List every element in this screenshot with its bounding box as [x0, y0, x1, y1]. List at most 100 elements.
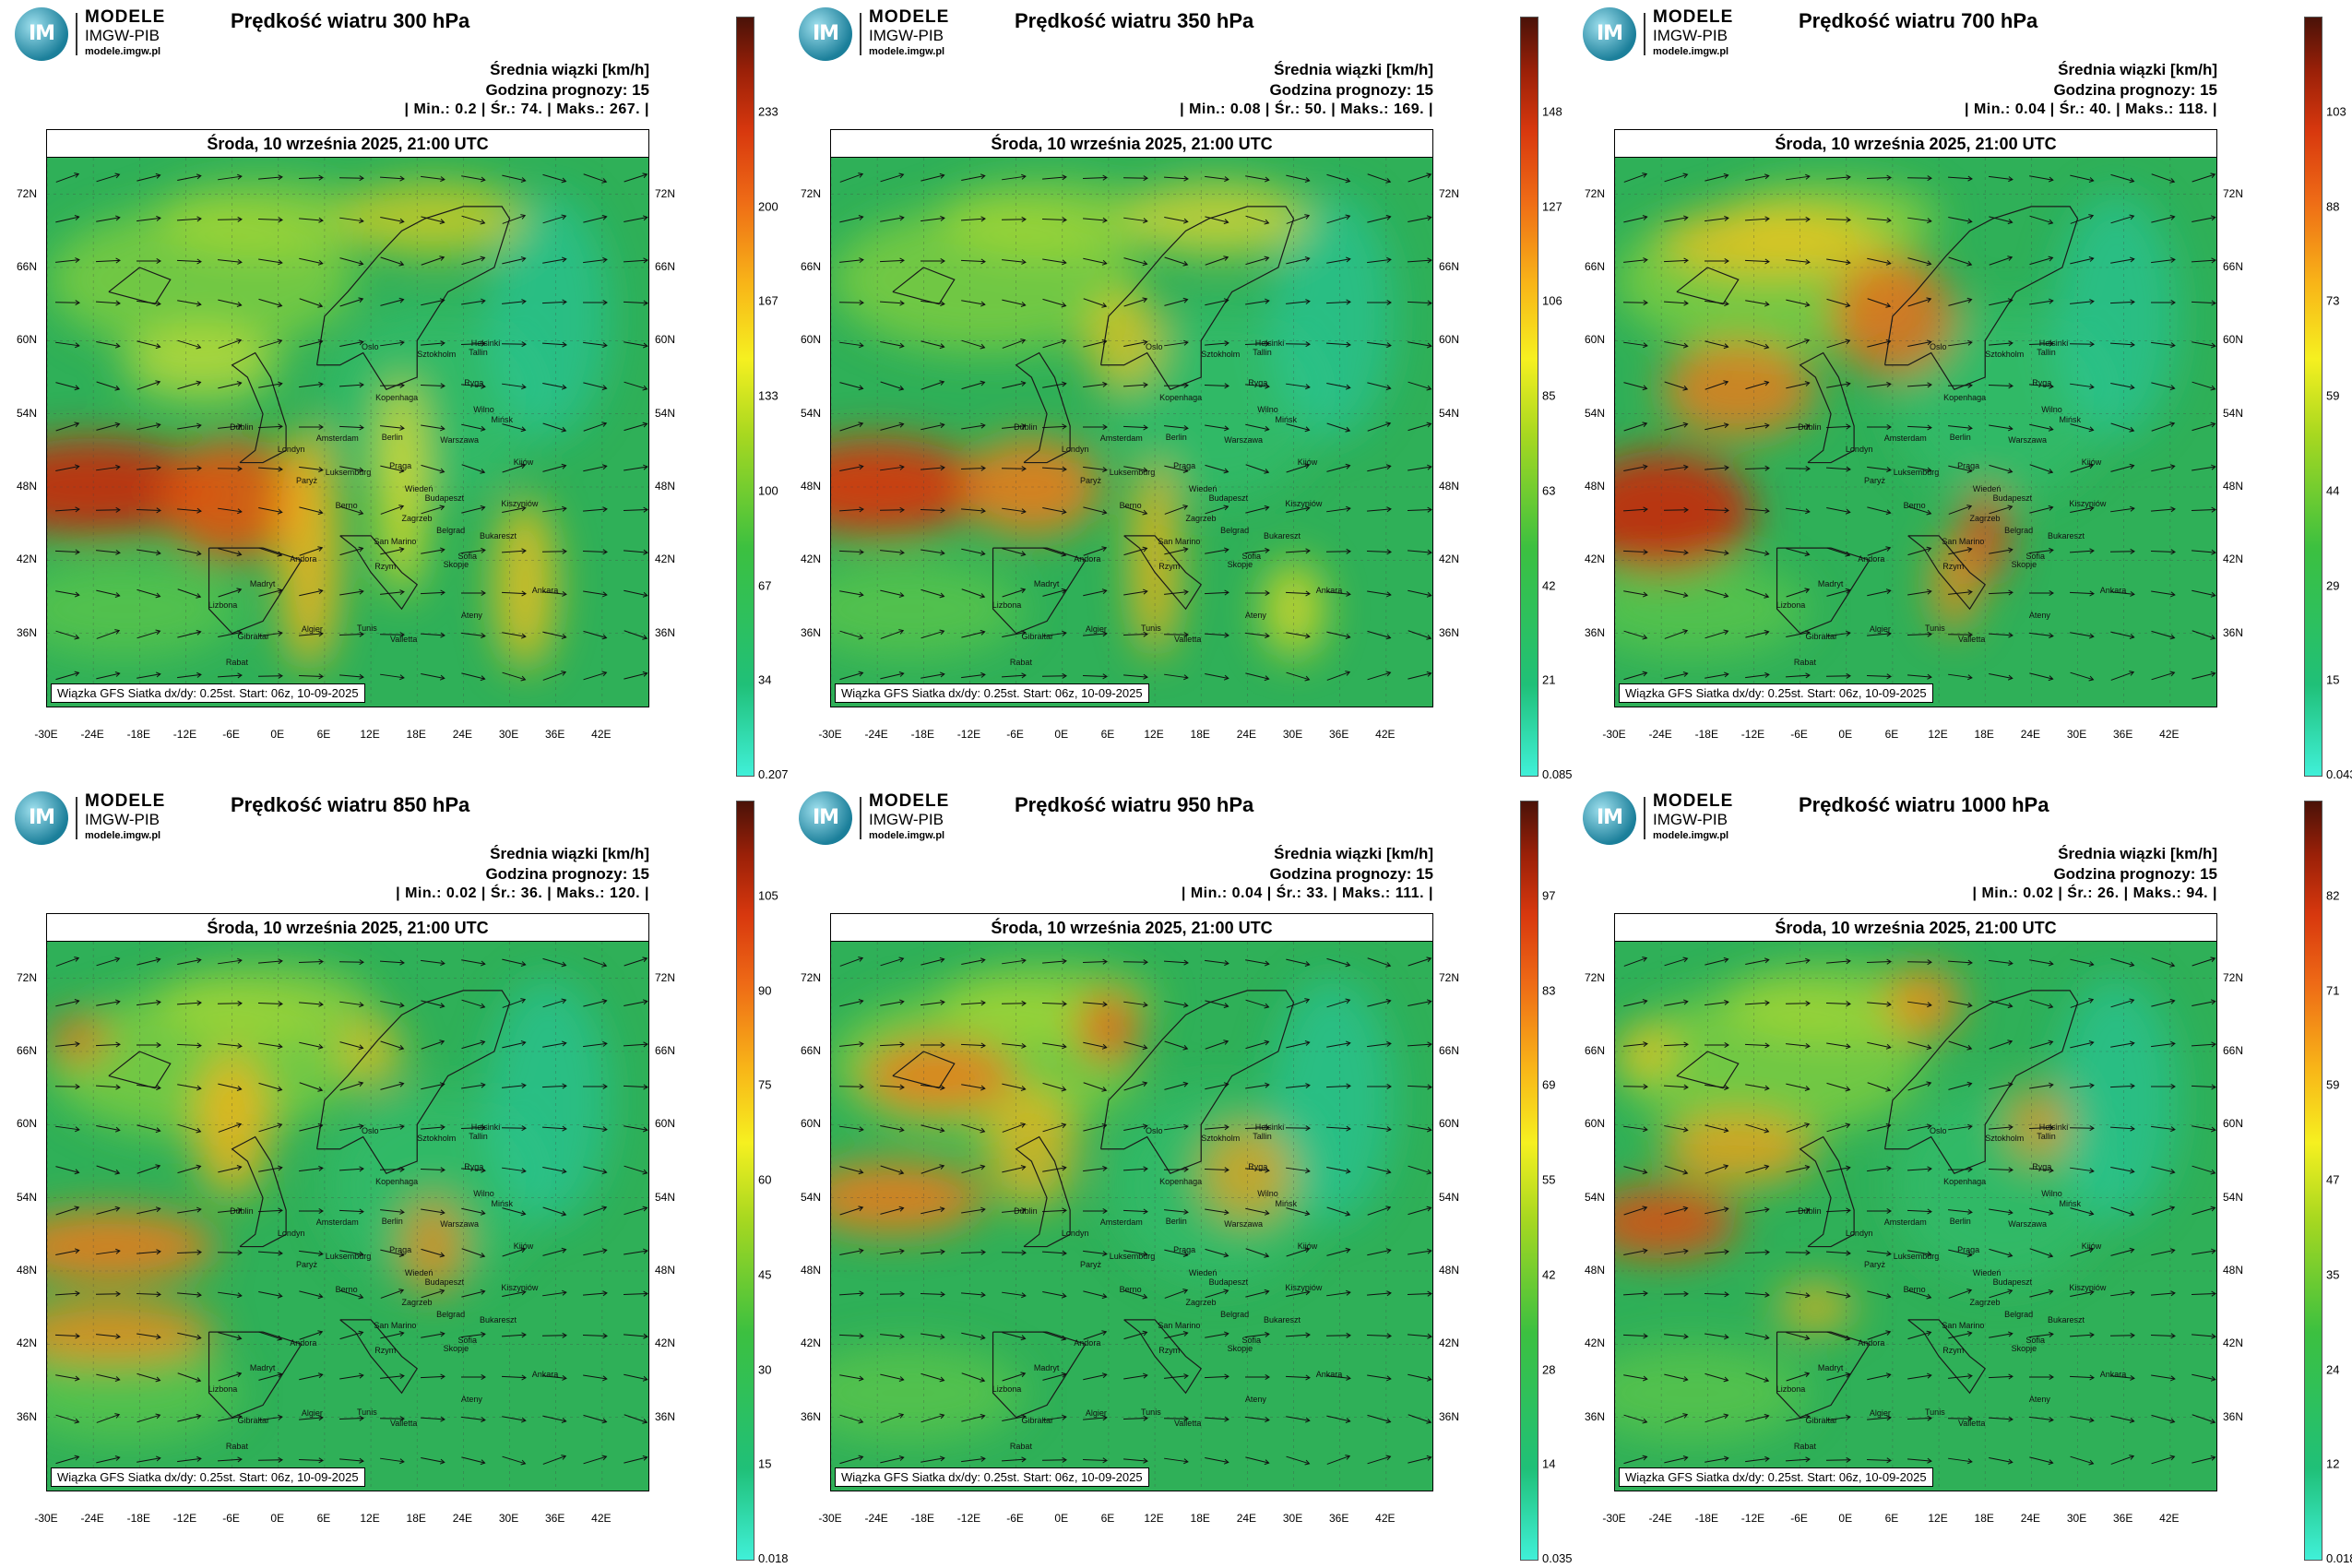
city-label: Belgrad [2004, 526, 2034, 536]
colorbar-tick: 12 [2326, 1456, 2340, 1471]
city-label: Andora [290, 553, 317, 564]
wind-arrow-head [1926, 339, 1932, 346]
wind-arrow-head [1643, 257, 1648, 264]
wind-arrow-head [1805, 1042, 1811, 1049]
lon-label: 6E [316, 1512, 331, 1525]
wind-arrow-head [1224, 1416, 1229, 1422]
wind-arrow-head [2170, 299, 2176, 306]
lon-label: 42E [1375, 1512, 1396, 1525]
city-label: Praga [389, 461, 412, 471]
city-label: Sofia [1241, 1336, 1262, 1346]
wind-arrow-head [601, 214, 608, 220]
wind-arrow [1988, 591, 2013, 595]
wind-arrow-head [1183, 382, 1189, 388]
wind-arrow [461, 384, 485, 387]
wind-arrow [880, 550, 904, 553]
wind-arrow-head [359, 1208, 364, 1215]
wind-arrow-head [1426, 1126, 1432, 1133]
wind-arrow-head [1386, 1375, 1392, 1382]
coastline [1776, 1331, 1871, 1419]
wind-arrow-head [1805, 1456, 1811, 1463]
lat-label-left: 66N [1585, 1044, 1606, 1057]
wind-arrow [1367, 630, 1391, 639]
lon-label: 0E [1838, 728, 1853, 741]
wind-arrow-head [643, 1084, 648, 1090]
wind-arrow-head [1886, 467, 1892, 473]
wind-arrow [1326, 215, 1350, 224]
wind-arrow-head [858, 1418, 864, 1424]
city-label: Belgrad [436, 1310, 466, 1320]
wind-arrow [583, 1249, 607, 1256]
wind-arrow [1205, 549, 1229, 554]
wind-arrow-head [642, 1375, 648, 1382]
logo-url: modele.imgw.pl [85, 830, 161, 841]
wind-arrow-head [74, 1206, 80, 1212]
wind-arrow-head [74, 671, 80, 677]
wind-arrow [1907, 505, 1931, 515]
lat-label-left: 60N [801, 333, 822, 347]
wind-arrow [461, 300, 485, 305]
wind-arrow-head [2169, 385, 2176, 391]
city-label: Luksemburg [1893, 467, 1940, 477]
colorbar-tick: 60 [758, 1172, 772, 1187]
panel-title: Prędkość wiatru 1000 hPa [1799, 793, 2049, 816]
wind-arrow-head [1682, 671, 1689, 677]
wind-arrow [339, 1418, 364, 1420]
wind-arrow-head [520, 1289, 527, 1296]
wind-arrow [961, 339, 985, 349]
wind-arrow-head [318, 423, 324, 431]
wind-arrow [177, 424, 201, 430]
coastline [992, 1331, 1087, 1419]
wind-arrow [380, 341, 404, 347]
wind-arrow-head [562, 590, 567, 597]
wind-arrow-head [1264, 1459, 1270, 1466]
city-label: Belgrad [2004, 1310, 2034, 1320]
wind-arrow [2070, 999, 2094, 1008]
wind-arrow [920, 509, 945, 511]
city-label: Andora [1074, 553, 1101, 564]
wind-arrow-head [114, 215, 121, 221]
wind-arrow-head [1304, 1210, 1311, 1217]
wind-arrow-head [1304, 214, 1311, 220]
wind-arrow [1245, 256, 1269, 266]
wind-arrow-head [602, 1290, 608, 1297]
wind-arrow-head [1142, 509, 1148, 516]
model-info: Wiązka GFS Siatka dx/dy: 0.25st. Start: … [51, 683, 365, 703]
valid-date: Środa, 10 września 2025, 21:00 UTC [830, 913, 1433, 942]
wind-arrow-head [2049, 1331, 2054, 1337]
wind-arrow [1826, 298, 1850, 307]
wind-arrow-head [114, 956, 121, 963]
wind-arrow-head [1886, 423, 1892, 431]
wind-arrow [623, 259, 648, 263]
wind-arrow-head [1683, 1290, 1689, 1297]
wind-arrow-head [75, 342, 80, 349]
wind-arrow [380, 591, 404, 595]
wind-arrow-head [2211, 1248, 2216, 1254]
wind-arrow [1745, 175, 1769, 181]
wind-arrow-head [2088, 505, 2095, 512]
city-label: Skopje [2011, 560, 2037, 570]
wind-arrow [1664, 1373, 1688, 1381]
wind-arrow [1286, 423, 1310, 431]
wind-arrow [1408, 341, 1431, 347]
wind-arrow [1623, 1206, 1647, 1216]
wind-arrow [299, 633, 323, 636]
wind-arrow-head [1183, 1458, 1189, 1465]
wind-arrow [583, 630, 607, 639]
wind-arrow-head [1885, 259, 1892, 266]
wind-arrow [1367, 1000, 1391, 1007]
city-label: Zagrzeb [401, 514, 433, 524]
city-label: Helsinki [1254, 338, 1285, 348]
wind-arrow [137, 1457, 160, 1463]
wind-arrow [1786, 588, 1810, 598]
wind-arrow-head [642, 422, 648, 428]
wind-arrow-head [521, 299, 527, 305]
wind-arrow [623, 1085, 648, 1088]
wind-arrow-head [196, 301, 202, 307]
wind-arrow [1123, 217, 1147, 222]
wind-arrow-head [2170, 1083, 2176, 1090]
wind-arrow-head [643, 300, 648, 306]
wind-arrow-head [601, 671, 608, 677]
wind-arrow-head [898, 671, 905, 677]
wind-arrow-head [1062, 423, 1067, 430]
